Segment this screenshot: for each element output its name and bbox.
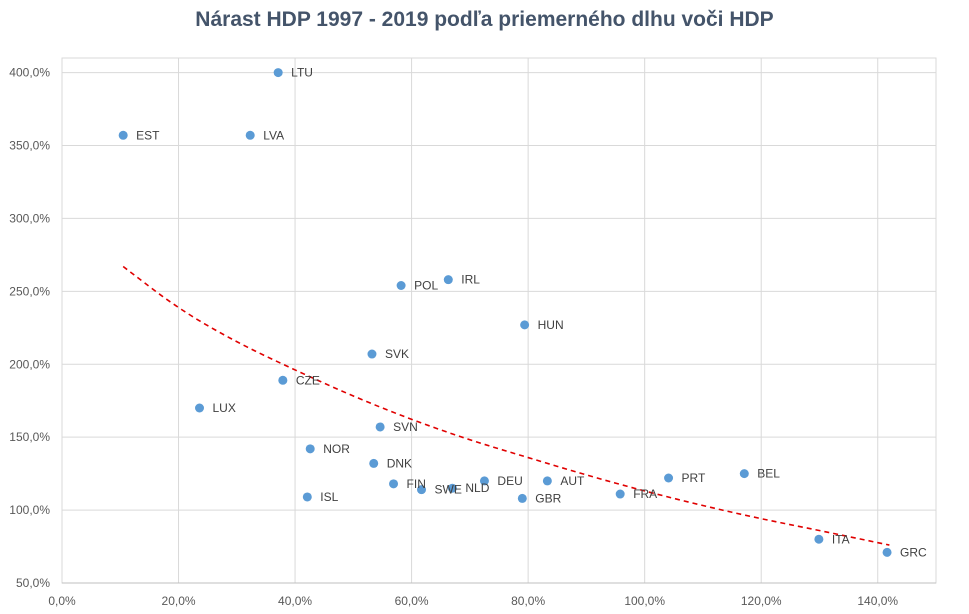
point-label-grc: GRC xyxy=(900,545,927,559)
point-label-gbr: GBR xyxy=(535,491,561,505)
y-tick-label: 150,0% xyxy=(9,430,50,444)
data-point-est xyxy=(118,130,128,140)
data-point-svn xyxy=(375,422,385,432)
data-point-aut xyxy=(542,476,552,486)
point-label-nor: NOR xyxy=(323,442,350,456)
point-label-ita: ITA xyxy=(832,532,850,546)
data-point-pol xyxy=(396,281,406,290)
data-point-swe xyxy=(417,485,427,495)
y-tick-label: 350,0% xyxy=(9,139,50,153)
point-label-aut: AUT xyxy=(560,474,585,488)
y-tick-label: 100,0% xyxy=(9,503,50,517)
plot-area-border xyxy=(61,57,937,584)
x-tick-label: 120,0% xyxy=(741,594,782,608)
point-label-ltu: LTU xyxy=(291,66,313,80)
point-label-est: EST xyxy=(136,128,160,142)
point-label-fin: FIN xyxy=(407,477,426,491)
data-point-lux xyxy=(195,403,205,413)
data-point-gbr xyxy=(517,493,527,503)
point-label-pol: POL xyxy=(414,279,438,293)
data-point-deu xyxy=(479,476,489,486)
data-point-dnk xyxy=(369,458,379,468)
point-label-fra: FRA xyxy=(633,487,657,501)
data-point-bel xyxy=(739,469,749,479)
point-label-lux: LUX xyxy=(213,401,236,415)
point-label-swe: SWE xyxy=(435,483,462,497)
point-label-prt: PRT xyxy=(682,471,706,485)
chart-title: Nárast HDP 1997 - 2019 podľa priemerného… xyxy=(195,8,774,31)
data-point-lva xyxy=(245,130,255,140)
point-label-dnk: DNK xyxy=(387,456,412,470)
x-tick-label: 40,0% xyxy=(278,594,312,608)
points-layer xyxy=(118,68,892,557)
grid-layer xyxy=(61,57,937,584)
point-label-svn: SVN xyxy=(393,420,418,434)
point-label-cze: CZE xyxy=(296,373,320,387)
data-point-svk xyxy=(367,349,377,359)
x-tick-label: 140,0% xyxy=(857,594,898,608)
point-label-hun: HUN xyxy=(538,318,564,332)
x-tick-label: 0,0% xyxy=(48,594,76,608)
y-tick-label: 250,0% xyxy=(9,284,50,298)
point-label-bel: BEL xyxy=(757,467,780,481)
trendline-layer xyxy=(122,265,890,546)
x-tick-label: 60,0% xyxy=(395,594,429,608)
data-point-isl xyxy=(302,492,312,502)
data-point-prt xyxy=(664,473,674,483)
point-label-deu: DEU xyxy=(497,474,522,488)
point-label-nld: NLD xyxy=(465,481,489,495)
y-tick-label: 400,0% xyxy=(9,66,50,80)
data-point-nor xyxy=(305,444,315,454)
point-label-irl: IRL xyxy=(461,273,480,287)
x-tick-label: 100,0% xyxy=(624,594,665,608)
point-labels-layer: EST LVA LTU LUX CZE NOR ISL SVK POL IRL SVN DNK FIN S… xyxy=(136,66,927,560)
data-point-ita xyxy=(814,534,824,544)
data-point-hun xyxy=(520,320,530,330)
y-tick-label: 200,0% xyxy=(9,357,50,371)
data-point-cze xyxy=(278,375,288,385)
point-label-isl: ISL xyxy=(320,490,338,504)
data-point-fin xyxy=(389,479,399,489)
data-point-ltu xyxy=(273,68,283,78)
x-tick-label: 80,0% xyxy=(511,594,545,608)
data-point-nld xyxy=(447,483,457,493)
data-point-grc xyxy=(882,547,892,557)
point-label-lva: LVA xyxy=(263,128,284,142)
data-point-fra xyxy=(615,489,625,499)
axis-layer: 0,0% 20,0% 40,0% 60,0% 80,0% 100,0% 120,0% 140,… xyxy=(9,66,936,608)
y-tick-label: 50,0% xyxy=(16,576,50,590)
trendline xyxy=(122,265,890,546)
y-tick-label: 300,0% xyxy=(9,211,50,225)
point-label-svk: SVK xyxy=(385,347,409,361)
x-tick-label: 20,0% xyxy=(162,594,196,608)
data-point-irl xyxy=(443,275,453,285)
